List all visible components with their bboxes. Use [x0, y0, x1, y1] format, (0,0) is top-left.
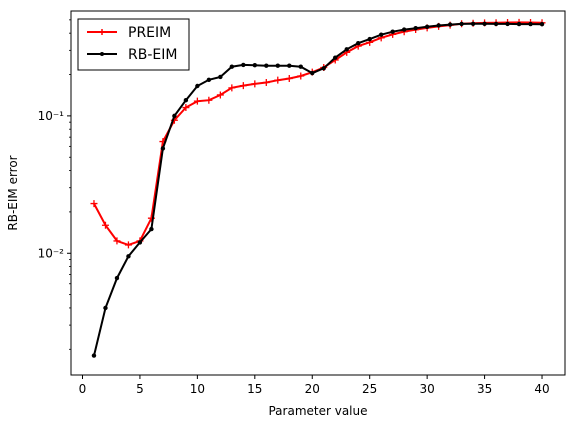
data-point-1-18	[298, 64, 303, 69]
data-point-0-15	[262, 78, 270, 86]
data-point-0-12	[228, 84, 236, 92]
data-point-1-24	[367, 36, 372, 42]
data-point-1-31	[447, 22, 453, 27]
data-point-1-2	[114, 275, 120, 281]
data-point-1-34	[482, 21, 487, 27]
data-point-1-16	[275, 63, 280, 68]
data-point-1-32	[459, 21, 464, 27]
data-point-1-33	[470, 21, 476, 27]
y-tick-label: 10⁻²	[38, 246, 65, 260]
legend-box	[77, 18, 190, 71]
data-point-1-5	[149, 226, 154, 232]
x-tick-label: 0	[79, 382, 87, 396]
x-tick-label: 5	[136, 382, 144, 396]
data-point-1-4	[137, 240, 143, 245]
data-point-1-37	[516, 21, 522, 27]
data-point-1-29	[424, 24, 430, 30]
data-point-1-1	[103, 305, 108, 311]
x-axis-label: Parameter value	[268, 404, 367, 418]
x-tick-label: 25	[362, 382, 377, 396]
data-point-1-3	[126, 254, 131, 259]
data-point-1-17	[287, 63, 292, 68]
data-point-1-13	[241, 62, 246, 68]
x-tick-label: 40	[534, 382, 549, 396]
data-point-0-0	[90, 200, 98, 208]
legend-label-rbeim: RB-EIM	[128, 47, 177, 63]
y-tick-label: 10⁻¹	[38, 109, 65, 123]
data-point-1-19	[310, 70, 315, 76]
data-point-1-9	[195, 83, 200, 89]
data-point-1-6	[160, 146, 166, 151]
legend-marker-preim	[99, 29, 105, 35]
data-point-0-2	[113, 237, 121, 245]
data-point-1-28	[413, 25, 418, 31]
data-point-1-30	[436, 23, 441, 28]
legend: PREIM RB-EIM	[77, 18, 190, 71]
data-point-1-27	[401, 27, 407, 32]
data-point-1-26	[390, 29, 395, 34]
data-point-1-10	[206, 77, 212, 83]
data-point-0-3	[124, 241, 132, 249]
legend-marker-rbeim	[100, 52, 104, 56]
data-point-0-18	[297, 72, 305, 80]
data-point-0-10	[205, 96, 213, 104]
data-point-1-36	[505, 21, 510, 27]
x-tick-label: 15	[247, 382, 262, 396]
data-point-1-25	[378, 32, 384, 37]
data-point-0-16	[274, 76, 282, 84]
series-line-1	[93, 22, 543, 356]
data-point-1-23	[356, 41, 361, 46]
data-point-1-35	[493, 21, 499, 27]
data-point-1-0	[91, 353, 97, 358]
data-point-1-15	[264, 63, 269, 68]
data-point-0-1	[101, 221, 109, 229]
data-point-1-12	[229, 64, 235, 69]
data-point-1-38	[528, 21, 533, 27]
x-tick-label: 20	[305, 382, 320, 396]
data-point-1-11	[218, 74, 223, 80]
data-point-0-14	[251, 80, 259, 88]
x-tick-label: 30	[419, 382, 434, 396]
x-tick-label: 10	[190, 382, 205, 396]
x-tick-label: 35	[477, 382, 492, 396]
data-point-1-39	[539, 21, 545, 27]
data-point-0-13	[239, 82, 247, 90]
data-point-0-8	[182, 104, 190, 112]
data-point-1-22	[344, 47, 349, 52]
data-point-0-11	[216, 91, 224, 99]
data-point-1-14	[252, 62, 258, 68]
legend-label-preim: PREIM	[128, 25, 171, 41]
data-point-1-20	[321, 66, 326, 71]
data-point-1-8	[183, 98, 189, 103]
data-point-0-17	[285, 75, 293, 83]
data-point-1-21	[333, 55, 338, 60]
data-point-0-9	[193, 97, 201, 105]
data-point-1-7	[172, 113, 177, 119]
y-axis-label: RB-EIM error	[6, 155, 20, 230]
